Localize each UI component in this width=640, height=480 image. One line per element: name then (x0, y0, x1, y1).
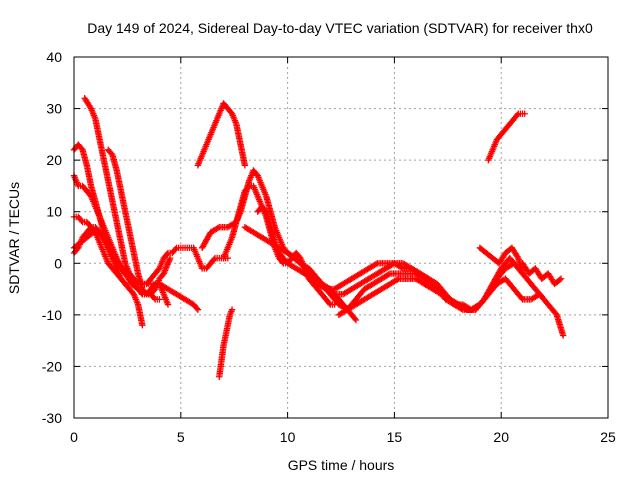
data-point (194, 306, 202, 313)
data-point (539, 294, 547, 302)
y-tick-label: -20 (42, 358, 62, 374)
series-track-n (254, 203, 360, 324)
y-tick-label: 10 (46, 204, 62, 220)
y-tick-label: 30 (46, 101, 62, 117)
x-tick-label: 25 (600, 429, 616, 445)
data-point (321, 285, 328, 292)
chart-title: Day 149 of 2024, Sidereal Day-to-day VTE… (87, 20, 593, 36)
data-point (133, 279, 141, 286)
x-tick-label: 5 (177, 429, 185, 445)
data-point (514, 111, 521, 119)
data-point (139, 321, 146, 329)
data-point (228, 306, 236, 313)
series-track-g (70, 229, 142, 293)
data-point (540, 296, 548, 303)
data-point (514, 253, 521, 260)
series-track-i (194, 100, 249, 169)
series-track-r (485, 110, 528, 164)
data-point (210, 256, 218, 263)
data-point (521, 110, 528, 117)
data-point (244, 184, 252, 191)
data-point (116, 274, 124, 281)
data-point (78, 217, 85, 224)
data-point (372, 260, 380, 268)
data-point (163, 251, 171, 258)
data-point (150, 294, 158, 302)
data-point (138, 289, 145, 297)
data-point (133, 284, 140, 292)
series-track-p (335, 254, 548, 319)
data-point (164, 301, 172, 308)
x-tick-label: 15 (387, 429, 403, 445)
data-point (241, 162, 249, 169)
plot-frame (73, 56, 609, 419)
gridlines (74, 57, 608, 418)
y-tick-label: -10 (42, 307, 62, 323)
x-tick-label: 20 (493, 429, 509, 445)
data-point (556, 276, 563, 283)
series-track-j (216, 306, 236, 380)
data-point (88, 230, 96, 237)
data-point (385, 271, 392, 278)
data-points (70, 95, 567, 380)
series-track-s (519, 260, 565, 288)
data-point (134, 285, 142, 293)
data-point (156, 296, 163, 303)
data-point (172, 245, 179, 253)
data-point (519, 270, 526, 277)
y-tick-label: 0 (54, 255, 62, 271)
data-point (557, 275, 565, 282)
data-point (117, 275, 125, 282)
x-axis-label: GPS time / hours (288, 457, 395, 473)
data-point (193, 305, 201, 312)
y-tick-label: -30 (42, 410, 62, 426)
y-tick-label: 20 (46, 152, 62, 168)
y-tick-label: 40 (46, 49, 62, 65)
x-tick-label: 10 (280, 429, 296, 445)
series-track-h (143, 244, 231, 288)
data-point (394, 276, 401, 283)
y-axis-label: SDTVAR / TECUs (6, 182, 22, 294)
axis-ticks: 0 5 10 15 20 25 -30 -20 -10 0 10 20 30 40 (42, 49, 616, 445)
data-point (86, 225, 94, 232)
data-point (559, 332, 567, 339)
data-point (326, 300, 333, 307)
data-point (352, 316, 360, 324)
data-point (462, 305, 469, 313)
data-point (214, 224, 222, 232)
x-tick-label: 0 (70, 429, 78, 445)
data-point (351, 315, 359, 322)
